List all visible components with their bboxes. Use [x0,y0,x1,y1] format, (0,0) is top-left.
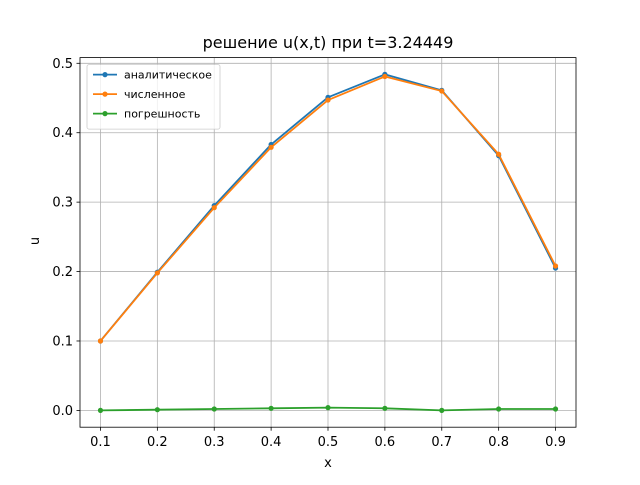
data-point [211,406,217,412]
data-point [552,263,559,269]
data-point [268,405,274,411]
x-tick-label: 0.5 [318,435,339,450]
legend-marker [102,111,108,117]
chart-title: решение u(x,t) при t=3.24449 [203,33,454,52]
x-tick-label: 0.7 [431,435,452,450]
data-point [154,407,160,413]
data-point [496,151,502,157]
data-point [97,338,104,344]
y-tick-label: 0.4 [52,126,73,141]
data-point [97,407,104,413]
x-tick-label: 0.1 [90,435,111,450]
series-2 [97,73,559,344]
data-point [154,270,160,276]
legend-marker [102,91,108,97]
y-tick-label: 0.0 [52,404,73,419]
y-tick-label: 0.5 [52,57,73,72]
legend-item: погрешность [93,108,200,121]
data-point [325,97,331,103]
y-axis-label: u [28,237,43,245]
y-tick-label: 0.2 [52,265,73,280]
legend-item: численное [93,88,186,101]
legend-box [86,64,221,130]
data-point [382,73,388,80]
x-tick-label: 0.8 [488,435,509,450]
y-tick-label: 0.1 [52,334,73,349]
series-3 [97,405,559,413]
legend-label: погрешность [124,108,200,121]
legend-marker [102,72,108,78]
x-tick-label: 0.2 [147,435,168,450]
x-tick-label: 0.3 [204,435,225,450]
legend-item: аналитическое [93,69,212,82]
data-point [439,407,445,413]
y-tick-label: 0.3 [52,196,73,211]
data-point [268,144,274,150]
x-axis-ticks: 0.1 0.2 0.3 0.4 0.5 0.6 0.7 0.8 0.9 [90,427,566,450]
data-point [382,405,388,411]
data-point [552,406,559,412]
legend-label: численное [124,88,186,101]
series-layer [97,71,559,413]
data-point [211,205,217,211]
y-axis-ticks: 0.0 0.1 0.2 0.3 0.4 0.5 [52,57,80,419]
legend-label: аналитическое [124,69,212,82]
legend: аналитическое численное погрешность [86,64,221,130]
data-point [439,88,445,94]
x-tick-label: 0.4 [261,435,282,450]
x-tick-label: 0.6 [375,435,396,450]
data-point [325,405,331,411]
data-point [496,406,502,412]
x-tick-label: 0.9 [545,435,566,450]
x-axis-label: x [324,456,332,471]
